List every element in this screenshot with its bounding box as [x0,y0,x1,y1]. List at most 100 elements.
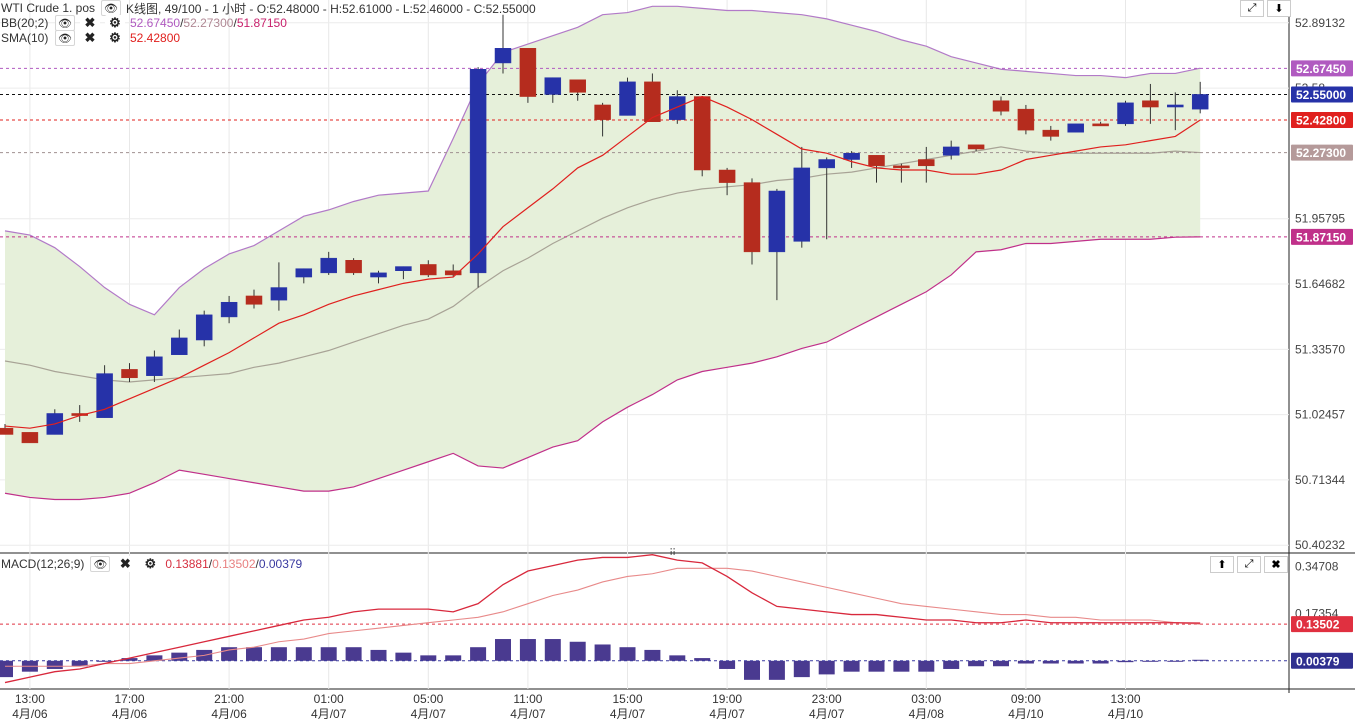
macd-hist-bar [246,647,262,661]
price-tick-label: 51.95795 [1295,212,1345,226]
sma-close-icon[interactable]: ✖ [80,30,100,46]
macd-hist-price-tag-label: 0.00379 [1296,654,1340,668]
sma-settings-gear-icon[interactable]: ⚙ [105,30,125,46]
macd-line [4,554,1201,684]
candle-body [0,427,14,435]
candle-body [967,144,985,150]
time-tick-label: 23:00 [812,692,842,706]
pane-resize-handle-icon[interactable]: ⠿ [669,548,677,559]
macd-hist-bar [171,652,188,661]
candle-body [768,190,786,253]
candle-body [494,48,512,64]
macd-signal-price-tag [1291,616,1353,633]
bb-eye-icon[interactable]: 👁 [55,15,75,31]
bb-mid-price-tag [1291,144,1353,161]
move-up-icon[interactable]: ⬆ [1210,556,1234,573]
bb-lower-price-tag-label: 51.87150 [1296,230,1346,244]
expand-icon[interactable]: ⤢ [1240,0,1264,17]
macd-value: 0.13881 [165,557,209,571]
candle-body [569,79,586,93]
time-tick-label: 05:00 [413,692,443,706]
macd-hist-bar [968,660,985,667]
candle-body [245,295,263,305]
macd-hist-bar [993,660,1009,667]
candle-body [1167,104,1184,108]
date-tick-label: 4月/07 [311,707,347,721]
macd-hist-bar [569,641,586,661]
bb-lower-line [4,236,1201,501]
candle-body [195,314,213,341]
macd-indicator-row: MACD(12;26;9) 👁 ✖ ⚙ 0.13881/ 0.13502/ 0.… [1,556,303,572]
candle-body [1191,94,1209,110]
bb-settings-gear-icon[interactable]: ⚙ [105,15,125,31]
macd-hist-bar [918,660,935,672]
visibility-eye-icon[interactable]: 👁 [101,0,122,16]
bb-name: BB(20;2) [1,16,49,30]
candle-body [743,182,761,253]
date-tick-label: 4月/07 [510,707,546,721]
bb-close-icon[interactable]: ✖ [80,15,100,31]
candle-body [693,96,711,171]
macd-hist-bar [694,658,711,661]
sma-eye-icon[interactable]: 👁 [55,30,75,46]
macd-signal-value: 0.13502 [212,557,256,571]
macd-hist-bar [320,647,337,661]
macd-hist-bar [594,644,611,661]
time-tick-label: 21:00 [214,692,244,706]
candle-body [868,155,885,167]
macd-hist-bar [445,655,462,661]
macd-hist-bar [943,660,960,669]
bb-lower-price-tag [1291,228,1353,245]
macd-hist-bar [1092,660,1109,664]
price-tick-label: 52.89132 [1295,16,1345,30]
sma-price-tag [1291,112,1353,129]
date-tick-label: 4月/06 [211,707,247,721]
last-price-price-tag-label: 52.55000 [1296,88,1346,102]
move-down-icon[interactable]: ⬇ [1267,0,1291,17]
candle-body [942,146,960,156]
candle-body [420,264,437,276]
macd-hist-bar [146,655,163,661]
macd-hist-bar [121,658,138,661]
macd-eye-icon[interactable]: 👁 [90,556,111,572]
time-tick-label: 15:00 [612,692,642,706]
candle-body [843,152,860,160]
macd-close-icon[interactable]: ✖ [115,556,136,572]
macd-expand-icon[interactable]: ⤢ [1237,556,1261,573]
candle-body [345,260,362,274]
date-tick-label: 4月/06 [112,707,148,721]
macd-pane-toolbar: ⬆ ⤢ ✖ [1207,556,1288,573]
price-tick-label: 51.33570 [1295,342,1345,356]
candle-body [370,272,387,278]
time-tick-label: 13:00 [1110,692,1140,706]
macd-hist-bar [46,660,63,669]
macd-hist-bar [420,655,437,661]
macd-signal-price-tag-label: 0.13502 [1296,618,1340,632]
macd-name: MACD(12;26;9) [1,557,85,571]
macd-hist-bar [843,660,860,672]
symbol-label: WTI Crude 1. pos [1,1,96,15]
bb-upper-price-tag [1291,60,1353,77]
price-tick-label: 50.71344 [1295,473,1345,487]
candle-body [171,337,188,355]
bb-indicator-row: BB(20;2) 👁 ✖ ⚙ 52.67450/ 52.27300/ 51.87… [1,15,287,31]
macd-hist-price-tag [1291,652,1353,669]
candle-body [1142,100,1159,108]
macd-hist-bar [669,655,686,661]
candle-body [594,104,611,120]
bb-mid-value: 52.27300 [183,16,234,30]
time-tick-label: 09:00 [1011,692,1041,706]
bb-mid-line [4,146,1201,383]
macd-close-pane-icon[interactable]: ✖ [1264,556,1288,573]
candle-body [669,96,686,120]
macd-settings-gear-icon[interactable]: ⚙ [140,556,161,572]
macd-hist-bar [619,647,636,661]
candle-body [1067,123,1084,133]
candle-body [469,69,487,274]
candle-body [619,81,636,116]
time-tick-label: 01:00 [314,692,344,706]
time-tick-label: 11:00 [513,692,542,706]
sma-price-tag-label: 52.42800 [1296,114,1346,128]
candle-body [893,165,910,169]
